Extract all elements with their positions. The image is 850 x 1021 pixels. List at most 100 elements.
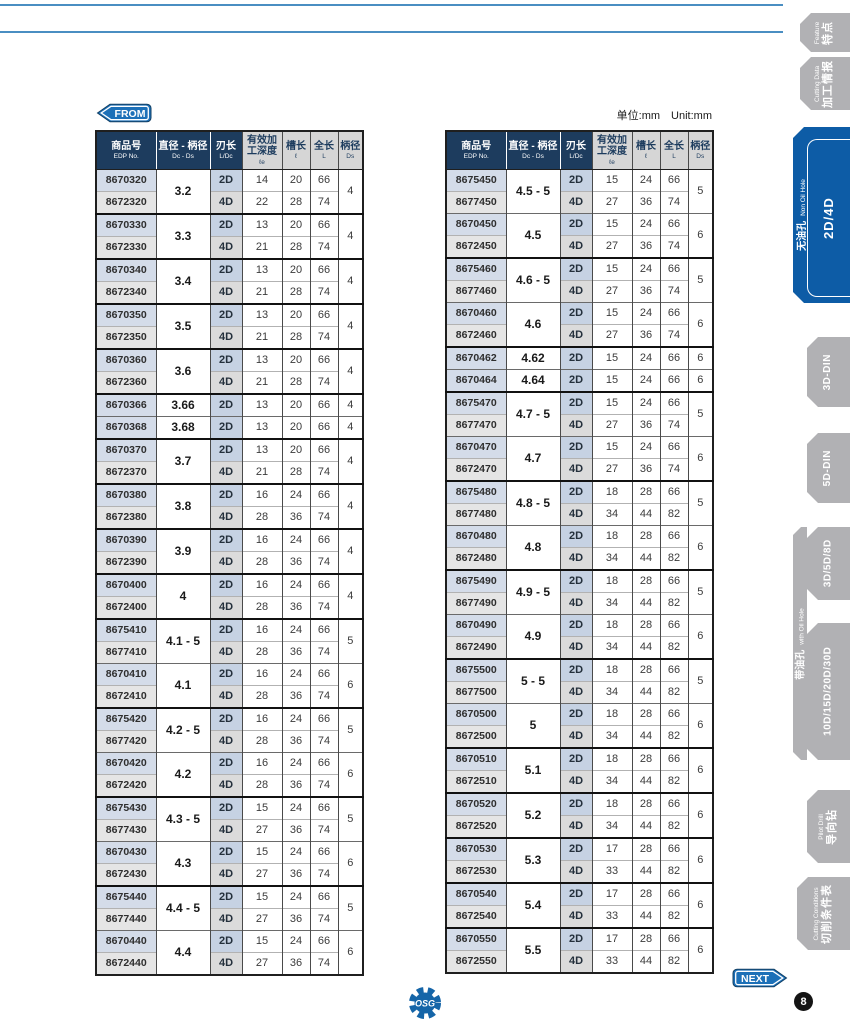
flute-length-cell: 4D [209,862,242,886]
groove-length-cell: 28 [631,791,660,815]
overall-length-cell: 74 [659,457,688,481]
edp-cell: 8670530 [446,836,506,860]
diameter-cell: 3.7 [155,437,210,484]
flute-length-cell: 4D [209,595,242,619]
groove-length-cell: 36 [281,550,310,574]
edp-cell: 8670380 [96,482,156,506]
flute-length-cell: 2D [209,482,242,506]
tab-feature-cn: 特点 [822,20,835,45]
flute-length-cell: 2D [209,795,242,819]
effective-depth-cell: 15 [241,840,282,863]
flute-length-cell: 2D [559,836,592,860]
effective-depth-cell: 15 [241,884,282,908]
edp-cell: 8670320 [96,169,156,191]
flute-length-cell: 2D [559,212,592,235]
effective-depth-cell: 28 [241,773,282,797]
sidebar-tab-10d-30d[interactable]: 10D/15D/20D/30D [807,623,850,760]
flute-length-cell: 2D [209,929,242,952]
shank-diameter-cell: 4 [337,212,363,259]
groove-length-cell: 24 [281,751,310,774]
effective-depth-cell: 22 [241,190,282,214]
flute-length-cell: 4D [209,818,242,841]
sidebar-tab-non-oil-hole-2d4d[interactable]: 无油孔 Non Oil Hole 2D/4D [793,127,850,303]
edp-cell: 8672520 [446,814,506,838]
diameter-cell: 3.4 [155,257,210,304]
sidebar-tab-cutting-conditions[interactable]: Cutting Conditions 切削条件表 [797,877,850,950]
effective-depth-cell: 34 [591,591,632,614]
overall-length-cell: 66 [659,390,688,414]
overall-length-cell: 66 [659,368,688,392]
flute-length-cell: 2D [559,568,592,592]
overall-length-cell: 74 [309,190,338,214]
gear-body-icon [414,992,436,1014]
flute-length-cell: 4D [559,546,592,570]
active-tab-2d4d[interactable]: 2D/4D [807,139,850,297]
diameter-cell: 3.8 [155,482,210,529]
edp-cell: 8672500 [446,724,506,748]
diameter-cell: 4.64 [505,368,560,392]
table-row: 8672410 4D 28 36 74 [96,684,363,708]
shank-diameter-cell: 4 [337,415,363,439]
sidebar-tab-3d-din[interactable]: 3D-DIN [807,337,850,407]
flute-length-cell: 4D [559,190,592,213]
edp-cell: 8672380 [96,505,156,529]
non-oil-hole-group-label: 无油孔 Non Oil Hole [793,127,808,303]
shank-diameter-cell: 6 [687,345,713,369]
flute-length-cell: 2D [559,524,592,547]
effective-depth-cell: 13 [241,437,282,461]
table-row: 8672370 4D 21 28 74 [96,460,363,484]
effective-depth-cell: 16 [241,482,282,506]
flute-length-cell: 2D [209,302,242,326]
column-header-en: Dc - Ds [172,153,194,160]
table-row: 8672430 4D 27 36 74 [96,862,363,886]
table-row: 8675500 5 - 5 2D 18 28 66 5 [446,657,713,703]
next-button[interactable]: NEXT [732,968,790,988]
effective-depth-cell: 34 [591,769,632,793]
effective-depth-cell: 13 [241,212,282,236]
edp-cell: 8672530 [446,859,506,883]
diameter-cell: 5.1 [505,746,560,793]
overall-length-cell: 66 [659,791,688,815]
edp-cell: 8672350 [96,325,156,349]
overall-length-cell: 74 [309,235,338,259]
overall-length-cell: 66 [309,257,338,281]
groove-length-cell: 24 [281,795,310,819]
table-row: 8672530 4D 33 44 82 [446,859,713,883]
table-row: 8670360 3.6 2D 13 20 66 4 [96,347,363,394]
effective-depth-cell: 18 [591,479,632,503]
column-header-cn: 直径 - 柄径 [158,140,208,152]
from-button[interactable]: FROM [94,103,152,123]
edp-cell: 8672390 [96,550,156,574]
flute-length-cell: 2D [559,657,592,681]
shank-diameter-cell: 4 [337,257,363,304]
flute-length-cell: 2D [559,301,592,324]
overall-length-cell: 66 [659,746,688,770]
effective-depth-cell: 13 [241,257,282,281]
tab-cutting-data-cn: 加工情报 [822,59,835,108]
sidebar-tab-pilot-drill[interactable]: Pilot Drill 导向钻 [807,790,850,863]
sidebar-tab-cutting-data[interactable]: Cutting Data 加工情报 [800,57,850,110]
edp-cell: 8670420 [96,751,156,774]
effective-depth-cell: 17 [591,881,632,905]
shank-diameter-cell: 4 [337,437,363,484]
sidebar-tab-3d5d8d[interactable]: 3D/5D/8D [807,527,850,600]
shank-diameter-cell: 6 [687,613,713,659]
tab-10d-30d-label: 10D/15D/20D/30D [822,646,834,737]
shank-diameter-cell: 5 [687,657,713,703]
diameter-cell: 4.1 [155,662,210,708]
sidebar-tab-5d-din[interactable]: 5D-DIN [807,433,850,503]
effective-depth-cell: 28 [241,550,282,574]
overall-length-cell: 66 [659,926,688,950]
effective-depth-cell: 27 [591,323,632,347]
sidebar-tab-feature[interactable]: Feature 特点 [800,13,850,52]
flute-length-cell: 4D [209,773,242,797]
table-row: 8672450 4D 27 36 74 [446,234,713,258]
groove-length-cell: 28 [631,881,660,905]
effective-depth-cell: 33 [591,949,632,973]
table-row: 8670462 4.62 2D 15 24 66 6 [446,345,713,369]
groove-length-cell: 36 [631,457,660,481]
column-header: 直径 - 柄径 Dc - Ds [505,131,560,170]
table-row: 8672540 4D 33 44 82 [446,904,713,928]
groove-length-cell: 36 [281,595,310,619]
effective-depth-cell: 15 [591,256,632,280]
